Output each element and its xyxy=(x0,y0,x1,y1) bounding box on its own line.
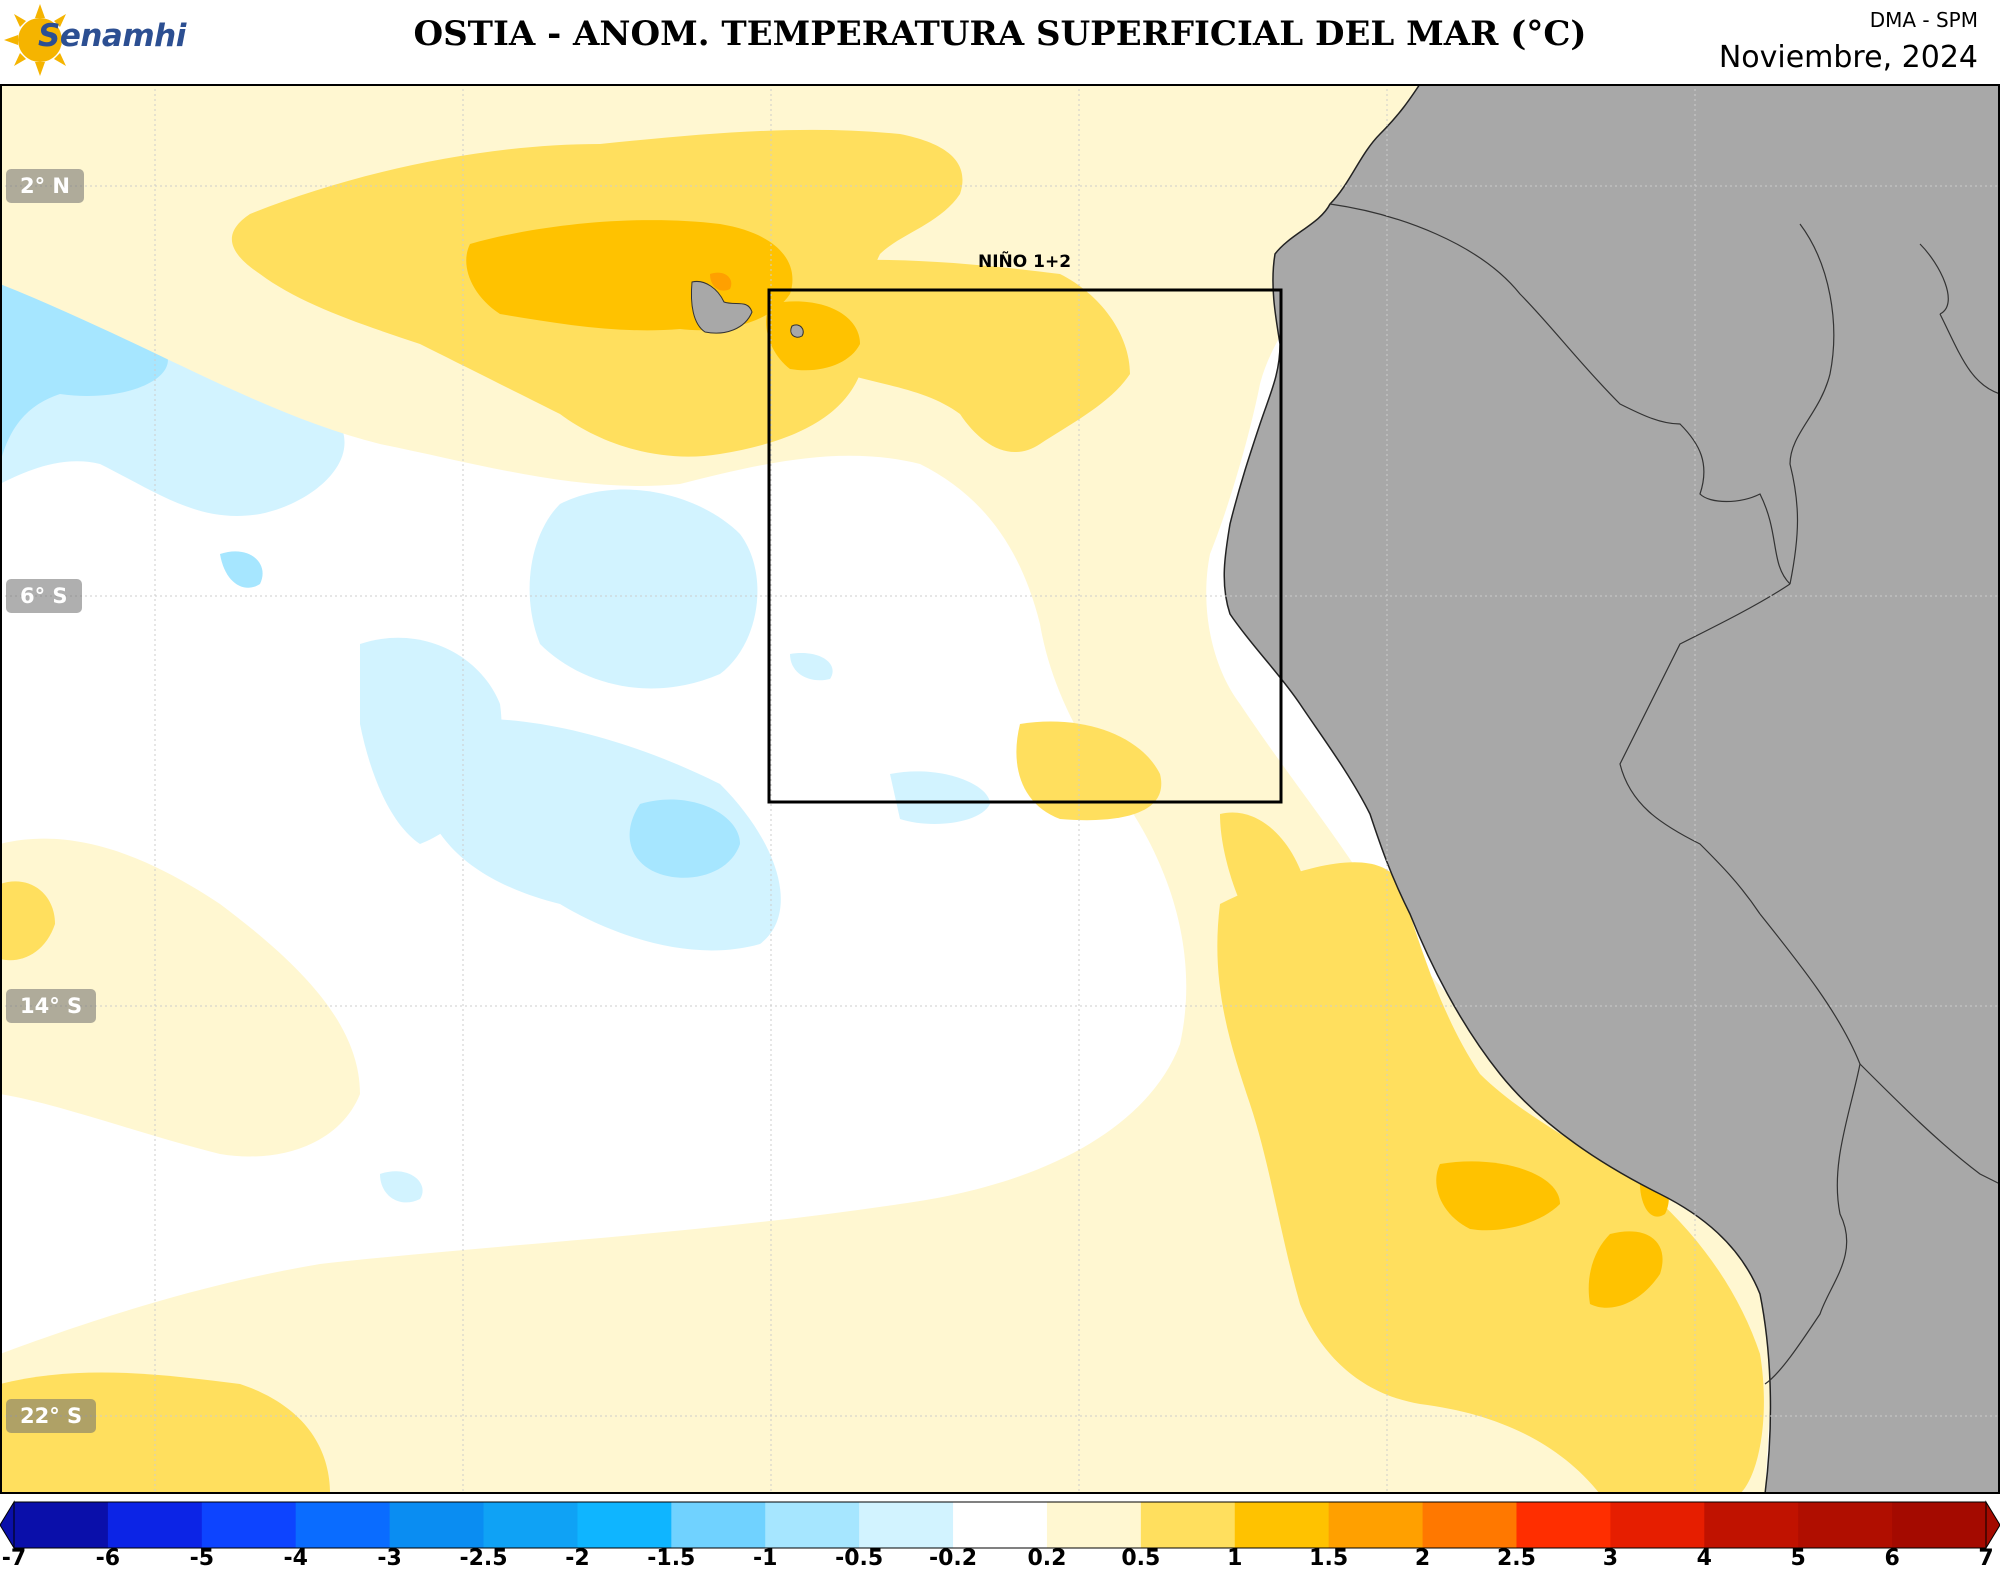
colorbar-tick-label: -5 xyxy=(189,1546,215,1571)
colorbar-right-arrow xyxy=(1985,1500,2000,1550)
colorbar-segment xyxy=(577,1502,672,1548)
colorbar-segment xyxy=(295,1502,391,1548)
colorbar-segment xyxy=(1140,1502,1236,1548)
colorbar xyxy=(0,1500,2000,1550)
colorbar-segment xyxy=(1234,1502,1330,1548)
colorbar-segment xyxy=(1892,1502,1987,1548)
sun-icon xyxy=(4,4,66,76)
colorbar-tick-label: -0.2 xyxy=(928,1546,978,1571)
lat-label-14s: 14° S xyxy=(6,989,97,1023)
colorbar-tick-label: 3 xyxy=(1602,1546,1619,1571)
colorbar-segment xyxy=(1046,1502,1142,1548)
colorbar-segment xyxy=(1798,1502,1893,1548)
colorbar-tick-label: 2 xyxy=(1414,1546,1431,1571)
colorbar-tick-label: 2.5 xyxy=(1496,1546,1536,1571)
colorbar-tick-label: -2 xyxy=(565,1546,590,1571)
lat-label-2n: 2° N xyxy=(6,169,84,203)
colorbar-tick-label: -2.5 xyxy=(459,1546,508,1571)
nino-region-label: NIÑO 1+2 xyxy=(978,252,1072,272)
country-borders xyxy=(1329,203,2000,1385)
map-frame xyxy=(0,84,2000,1494)
colorbar-segment xyxy=(765,1502,860,1548)
colorbar-tick-label: -1.5 xyxy=(647,1546,696,1571)
colorbar-segment xyxy=(1328,1502,1424,1548)
land-mass xyxy=(1223,84,2000,1494)
colorbar-segment xyxy=(14,1502,109,1548)
colorbar-tick-label: 6 xyxy=(1884,1546,1900,1571)
colorbar-tick-label: 0.5 xyxy=(1121,1546,1161,1571)
logo-text: Senamhi xyxy=(38,18,186,54)
nino-1-2-region-box xyxy=(767,288,1283,804)
colorbar-tick-label: -6 xyxy=(95,1546,121,1571)
lat-label-22s: 22° S xyxy=(6,1399,97,1433)
colorbar-segment xyxy=(483,1502,578,1548)
colorbar-tick-label: -0.5 xyxy=(835,1546,884,1571)
colorbar-tick-label: -4 xyxy=(283,1546,308,1571)
colorbar-tick-label: 1.5 xyxy=(1309,1546,1349,1571)
colorbar-tick-label: 7 xyxy=(1978,1546,1994,1571)
galapagos-islands xyxy=(690,280,804,338)
colorbar-tick-label: -1 xyxy=(753,1546,778,1571)
colorbar-segment xyxy=(671,1502,766,1548)
graticule xyxy=(0,84,2000,1494)
org-label: DMA - SPM xyxy=(1869,8,1978,32)
sst-anomaly-map xyxy=(0,84,2000,1494)
colorbar-left-arrow xyxy=(0,1500,15,1550)
colorbar-tick-label: -3 xyxy=(377,1546,402,1571)
colorbar-segment xyxy=(953,1502,1048,1548)
colorbar-segment xyxy=(1610,1502,1705,1548)
colorbar-segment xyxy=(107,1502,203,1548)
colorbar-segment xyxy=(389,1502,485,1548)
colorbar-segment xyxy=(1516,1502,1611,1548)
date-label: Noviembre, 2024 xyxy=(1718,40,1978,75)
colorbar-segment xyxy=(1704,1502,1799,1548)
colorbar-segment xyxy=(1422,1502,1517,1548)
map-title: OSTIA - ANOM. TEMPERATURA SUPERFICIAL DE… xyxy=(413,14,1587,54)
colorbar-tick-label: 5 xyxy=(1790,1546,1806,1571)
colorbar-segment xyxy=(859,1502,954,1548)
colorbar-tick-label: -7 xyxy=(1,1546,27,1571)
colorbar-segment xyxy=(201,1502,297,1548)
land-south-america xyxy=(1223,84,2000,1494)
colorbar-tick-label: 1 xyxy=(1227,1546,1243,1571)
senamhi-logo: Senamhi xyxy=(4,0,304,82)
colorbar-tick-label: 4 xyxy=(1696,1546,1712,1571)
lat-label-6s: 6° S xyxy=(6,579,82,613)
colorbar-segments xyxy=(13,1501,1987,1549)
colorbar-tick-label: 0.2 xyxy=(1027,1546,1067,1571)
